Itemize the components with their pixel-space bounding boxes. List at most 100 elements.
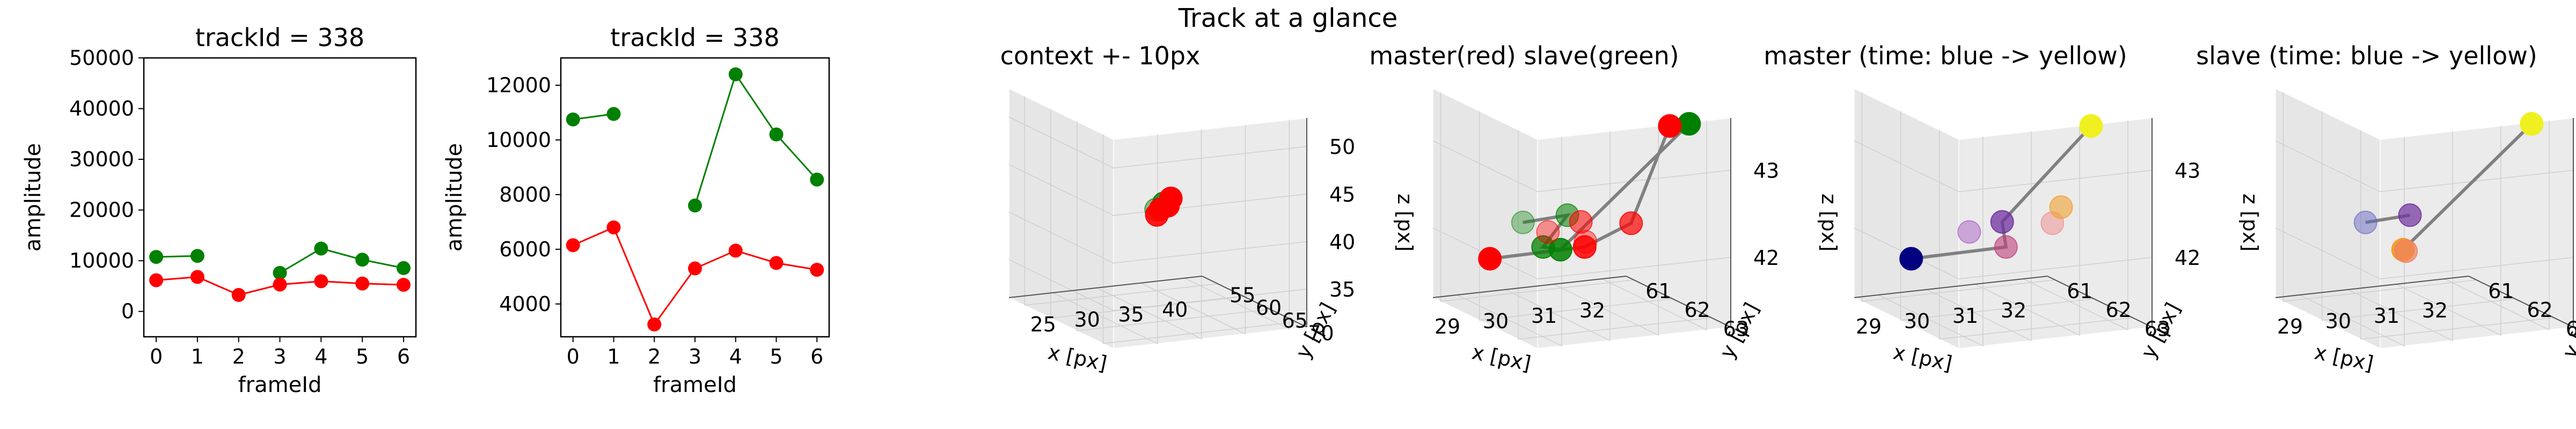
scatter-point (1990, 210, 2014, 234)
y-grid-line (1440, 92, 1634, 302)
z-axis-label: z [px] (1817, 194, 1841, 252)
y-tick-label: 62 (2105, 298, 2131, 322)
x-tick-label: 25 (1030, 313, 1056, 336)
z-tick-label: 43 (1753, 159, 1779, 183)
data-point-slave (273, 265, 287, 280)
x-grid-line (1878, 137, 1984, 347)
data-point-master (810, 263, 824, 277)
y-axis-line (2047, 276, 2153, 328)
x-tick-label: 30 (2325, 309, 2351, 333)
scatter-point (1159, 187, 1183, 210)
y-grid-line (1102, 134, 1297, 344)
chart-amp-full: 0 1 2 3 4 5 6 0 10000 20000 30000 40000 50000 trackId… (21, 23, 417, 397)
scatter-point (1899, 247, 1923, 271)
z-axis-label: z [px] (1393, 194, 1417, 252)
x-tick-label: 31 (2374, 304, 2399, 328)
y-tick-label: 30000 (69, 147, 134, 171)
y-tick-label: 61 (2067, 279, 2092, 303)
data-point-master (190, 270, 204, 284)
chart-title: context +- 10px (1000, 41, 1201, 70)
y-tick-label: 55 (1230, 283, 1255, 307)
figure-title: Track at a glance (1178, 3, 1398, 33)
data-point-slave (606, 107, 621, 121)
x-tick-label: 30 (1483, 309, 1509, 333)
x-tick-label: 2 (648, 345, 661, 368)
data-point-master (606, 220, 621, 235)
data-point-master (396, 278, 411, 292)
y-axis-line (1626, 276, 1731, 328)
data-point-master (273, 277, 287, 292)
y-tick-label: 10000 (486, 128, 551, 152)
data-point-master (566, 238, 580, 253)
chart-title: slave (time: blue -> yellow) (2196, 41, 2537, 70)
x-grid-line (1553, 126, 1659, 336)
scatter-point (2394, 239, 2418, 263)
x-axis-label: frameId (653, 373, 737, 397)
y-grid-line (1861, 92, 2055, 302)
data-point-slave (688, 198, 702, 213)
x-tick-label: 32 (2422, 299, 2448, 322)
z-grid-line (2275, 227, 2574, 279)
z-tick-label: 35 (1329, 278, 1355, 301)
x-tick-label: 40 (1162, 298, 1188, 322)
z-grid-line (1432, 140, 1731, 193)
y-tick-label: 61 (1645, 279, 1671, 303)
x-tick-label: 3 (689, 345, 701, 368)
x-tick-label: 5 (770, 345, 782, 368)
z-grid-line (1008, 164, 1307, 216)
y-grid-line (1050, 109, 1245, 319)
data-point-slave (355, 253, 370, 267)
x-grid-line (1601, 121, 1707, 331)
z-tick-label: 42 (2175, 246, 2200, 270)
series-line-slave (279, 247, 404, 274)
x-tick-label: 29 (1856, 315, 1882, 338)
x-tick-label: 4 (314, 345, 327, 368)
x-grid-line (1096, 129, 1202, 339)
y-tick-label: 20000 (69, 198, 134, 222)
x-tick-label: 30 (1074, 308, 1100, 331)
x-grid-line (2023, 121, 2128, 331)
x-grid-line (1974, 126, 2080, 336)
y-tick-label: 40000 (69, 97, 134, 121)
scatter-point (2353, 210, 2377, 234)
x-axis-line (1432, 276, 1627, 298)
x-tick-label: 32 (2001, 299, 2026, 322)
scatter-point (1658, 114, 1682, 138)
x-grid-line (1140, 124, 1246, 335)
x-tick-label: 0 (567, 345, 580, 368)
x-tick-label: 31 (1952, 304, 1978, 328)
y-tick-label: 4000 (499, 292, 551, 316)
x-tick-label: 4 (729, 345, 742, 368)
data-point-slave (769, 127, 784, 142)
x-tick-label: 5 (356, 345, 369, 368)
scatter-point (1536, 220, 1560, 244)
z-tick-label: 40 (1329, 230, 1355, 254)
data-point-slave (314, 241, 328, 256)
y-grid-line (1024, 96, 1218, 306)
scatter-point (2079, 114, 2103, 138)
data-point-slave (566, 112, 580, 127)
x-tick-label: 2 (232, 345, 245, 368)
x-tick-label: 29 (2277, 315, 2303, 338)
z-grid-line (1854, 140, 2153, 193)
x-tick-label: 6 (397, 345, 410, 368)
chart-title: master(red) slave(green) (1369, 41, 1679, 70)
x-tick-label: 31 (1531, 304, 1557, 328)
x-tick-label: 32 (1579, 299, 1605, 322)
data-point-master (647, 317, 662, 332)
y-grid-line (1939, 130, 2133, 340)
x-axis-label: frameId (238, 373, 322, 397)
scatter-point (1572, 235, 1597, 259)
data-point-master (149, 273, 164, 287)
track-line (2402, 122, 2533, 251)
y-tick-label: 70 (1308, 322, 1334, 345)
y-tick-label: 63 (2566, 317, 2576, 341)
data-point-slave (149, 250, 164, 264)
data-point-slave (728, 67, 743, 82)
z-tick-label: 50 (1329, 135, 1355, 159)
x-grid-line (1184, 120, 1290, 330)
z-axis-label: z [px] (2238, 194, 2262, 252)
y-tick-label: 10000 (69, 249, 134, 272)
